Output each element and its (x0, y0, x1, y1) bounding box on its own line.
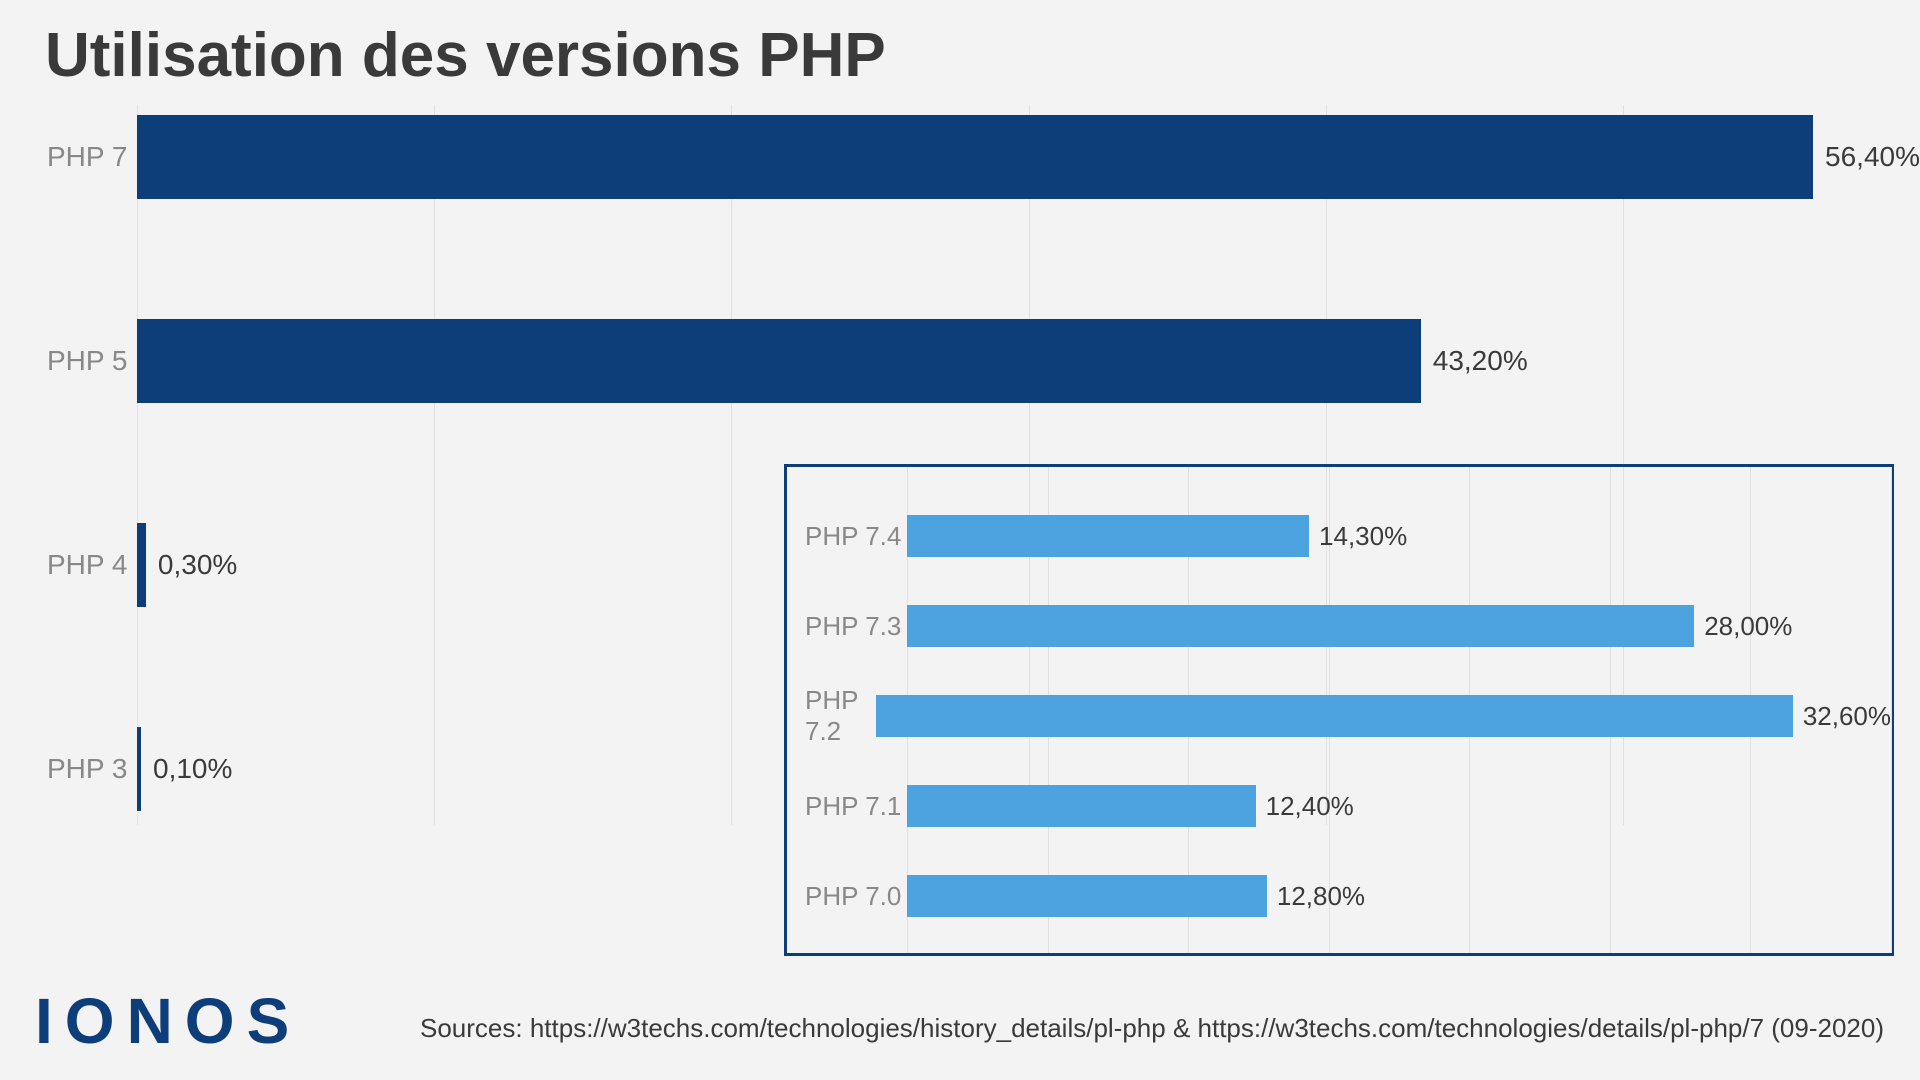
inset-bar-value: 12,40% (1266, 791, 1354, 822)
bar-row: PHP 7 56,40% (45, 115, 1920, 199)
inset-bar (907, 605, 1694, 647)
grid-line (434, 105, 435, 825)
bar (137, 115, 1813, 199)
bar (137, 727, 141, 811)
bar-value: 0,10% (153, 753, 232, 785)
inset-bar-label: PHP 7.4 (787, 521, 907, 552)
inset-bar-label: PHP 7.1 (787, 791, 907, 822)
inset-bar-row: PHP 7.232,60% (787, 695, 1891, 737)
inset-bar (876, 695, 1793, 737)
grid-line (1891, 467, 1892, 953)
inset-bar-value: 32,60% (1803, 701, 1891, 732)
brand-logo: IONOS (35, 984, 301, 1058)
inset-bar-value: 28,00% (1704, 611, 1792, 642)
inset-bar-wrap: 32,60% (876, 695, 1891, 737)
bar (137, 523, 146, 607)
chart-title: Utilisation des versions PHP (45, 20, 886, 91)
bar-wrap: 56,40% (137, 115, 1920, 199)
bar-label: PHP 3 (45, 753, 137, 785)
bar-label: PHP 7 (45, 141, 137, 173)
bar-label: PHP 4 (45, 549, 137, 581)
bar-value: 43,20% (1433, 345, 1528, 377)
grid-line (731, 105, 732, 825)
bar-value: 56,40% (1825, 141, 1920, 173)
bar-row: PHP 5 43,20% (45, 319, 1920, 403)
inset-bar-label: PHP 7.3 (787, 611, 907, 642)
bar (137, 319, 1421, 403)
inset-bar (907, 515, 1309, 557)
bar-value: 0,30% (158, 549, 237, 581)
grid-line (137, 105, 138, 825)
inset-bar-value: 14,30% (1319, 521, 1407, 552)
inset-bar (907, 785, 1256, 827)
inset-bar-wrap: 28,00% (907, 605, 1891, 647)
inset-bar-wrap: 12,80% (907, 875, 1891, 917)
inset-bar-wrap: 14,30% (907, 515, 1891, 557)
inset-chart: PHP 7.414,30%PHP 7.328,00%PHP 7.232,60%P… (784, 464, 1894, 956)
inset-bar-wrap: 12,40% (907, 785, 1891, 827)
inset-bar-row: PHP 7.0 12,80% (787, 875, 1891, 917)
sources-text: Sources: https://w3techs.com/technologie… (420, 1013, 1884, 1044)
inset-bar-label: PHP 7.2 (787, 685, 876, 747)
inset-bar-row: PHP 7.3 28,00% (787, 605, 1891, 647)
bar-wrap: 43,20% (137, 319, 1920, 403)
inset-bar (907, 875, 1267, 917)
inset-bar-value: 12,80% (1277, 881, 1365, 912)
inset-bar-label: PHP 7.0 (787, 881, 907, 912)
inset-bar-row: PHP 7.1 12,40% (787, 785, 1891, 827)
bar-label: PHP 5 (45, 345, 137, 377)
inset-bar-row: PHP 7.4 14,30% (787, 515, 1891, 557)
